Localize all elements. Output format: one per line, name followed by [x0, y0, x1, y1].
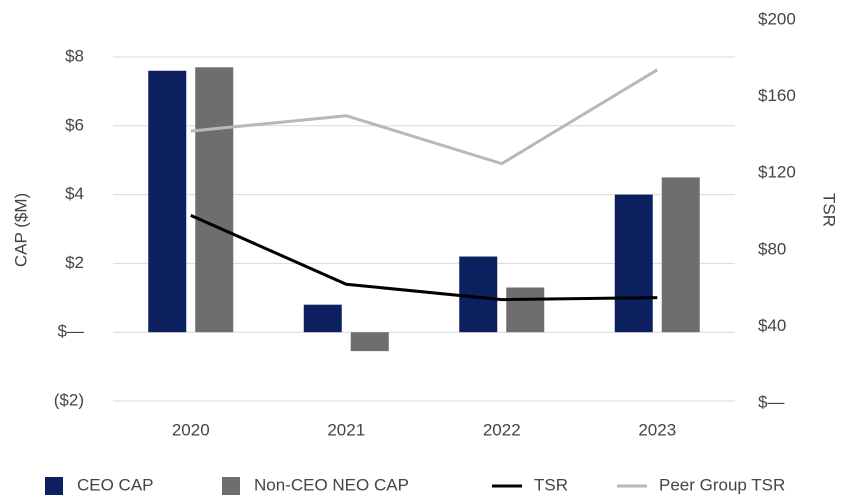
y-tick-label: $6: [65, 115, 84, 134]
bar: [148, 70, 187, 333]
y2-tick-label: $40: [758, 316, 786, 335]
legend-swatch: [222, 477, 240, 495]
x-tick-label: 2020: [172, 420, 210, 439]
y-tick-label: $4: [65, 184, 84, 203]
y2-axis-title: TSR: [820, 193, 839, 227]
legend-label: Peer Group TSR: [659, 475, 785, 494]
bar: [303, 304, 342, 333]
bar: [350, 332, 389, 352]
bar: [614, 194, 653, 333]
legend-label: CEO CAP: [77, 475, 154, 494]
y2-tick-label: $—: [758, 392, 784, 411]
bar: [506, 287, 545, 333]
y2-tick-label: $80: [758, 239, 786, 258]
y2-tick-label: $200: [758, 9, 796, 28]
y-tick-label: $2: [65, 253, 84, 272]
bar: [661, 177, 700, 333]
x-tick-label: 2023: [638, 420, 676, 439]
y2-tick-label: $120: [758, 163, 796, 182]
y-tick-label: $8: [65, 46, 84, 65]
bar: [459, 256, 498, 333]
y-axis-title: CAP ($M): [11, 193, 30, 267]
line: [190, 213, 658, 302]
legend-label: TSR: [534, 475, 568, 494]
legend-swatch: [45, 477, 63, 495]
y-tick-label: ($2): [54, 390, 84, 409]
y2-tick-label: $160: [758, 86, 796, 105]
legend-label: Non-CEO NEO CAP: [254, 475, 409, 494]
bar: [195, 67, 234, 333]
y-tick-label: $—: [58, 322, 84, 341]
line: [190, 68, 659, 166]
x-tick-label: 2022: [483, 420, 521, 439]
x-tick-label: 2021: [327, 420, 365, 439]
